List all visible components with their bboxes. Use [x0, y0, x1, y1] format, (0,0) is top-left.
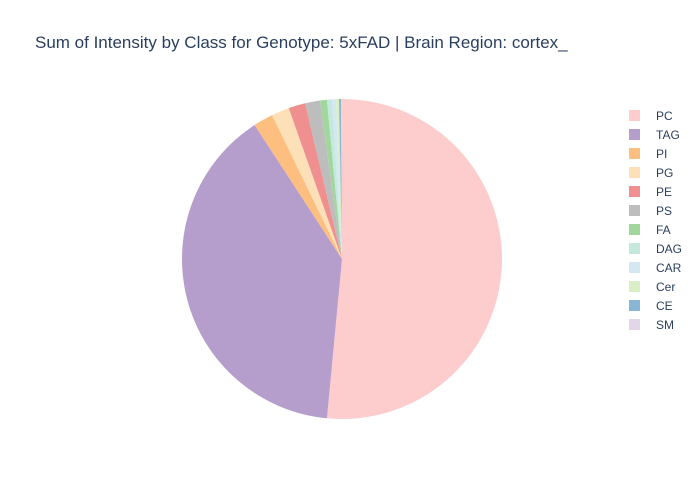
legend-swatch: [629, 205, 640, 216]
legend-swatch: [629, 224, 640, 235]
legend-swatch: [629, 148, 640, 159]
legend-label: CE: [656, 298, 673, 313]
legend-item-ps[interactable]: PS: [629, 201, 682, 220]
legend-swatch: [629, 281, 640, 292]
legend-item-pg[interactable]: PG: [629, 163, 682, 182]
legend-swatch: [629, 129, 640, 140]
pie-slice-fa[interactable]: [319, 99, 342, 259]
pie-slice-ce[interactable]: [338, 99, 342, 259]
legend-swatch: [629, 319, 640, 330]
legend-item-sm[interactable]: SM: [629, 315, 682, 334]
pie-slice-pi[interactable]: [254, 115, 342, 260]
legend-label: DAG: [656, 241, 683, 256]
legend-item-cer[interactable]: Cer: [629, 277, 682, 296]
legend-label: PC: [656, 108, 673, 123]
legend-item-car[interactable]: CAR: [629, 258, 682, 277]
legend-label: CAR: [656, 260, 682, 275]
pie-slice-car[interactable]: [331, 99, 342, 260]
pie-slice-tag[interactable]: [182, 124, 342, 419]
legend-swatch: [629, 300, 640, 311]
pie-slice-cer[interactable]: [335, 99, 342, 259]
legend-swatch: [629, 186, 640, 197]
pie-slice-pg[interactable]: [272, 108, 342, 259]
legend-label: PG: [656, 165, 674, 180]
legend-item-pi[interactable]: PI: [629, 144, 682, 163]
legend-item-dag[interactable]: DAG: [629, 239, 682, 258]
legend-swatch: [629, 262, 640, 273]
legend-item-fa[interactable]: FA: [629, 220, 682, 239]
pie-slice-ps[interactable]: [305, 100, 342, 259]
legend-label: PI: [656, 146, 668, 161]
legend-label: Cer: [656, 279, 676, 294]
legend-swatch: [629, 167, 640, 178]
pie-slice-sm[interactable]: [340, 99, 342, 259]
pie-slice-dag[interactable]: [326, 99, 342, 259]
legend: PC TAG PI PG PE PS FA DAG CAR Cer CE SM: [629, 106, 682, 334]
legend-item-pc[interactable]: PC: [629, 106, 682, 125]
chart-title: Sum of Intensity by Class for Genotype: …: [35, 33, 568, 52]
legend-label: PS: [656, 203, 673, 218]
legend-label: TAG: [656, 127, 680, 142]
legend-label: PE: [656, 184, 673, 199]
legend-item-pe[interactable]: PE: [629, 182, 682, 201]
legend-label: FA: [656, 222, 671, 237]
pie-slice-pe[interactable]: [288, 103, 342, 260]
legend-item-ce[interactable]: CE: [629, 296, 682, 315]
legend-label: SM: [656, 317, 674, 332]
pie-slice-pc[interactable]: [326, 99, 503, 419]
legend-swatch: [629, 243, 640, 254]
legend-item-tag[interactable]: TAG: [629, 125, 682, 144]
legend-swatch: [629, 110, 640, 121]
